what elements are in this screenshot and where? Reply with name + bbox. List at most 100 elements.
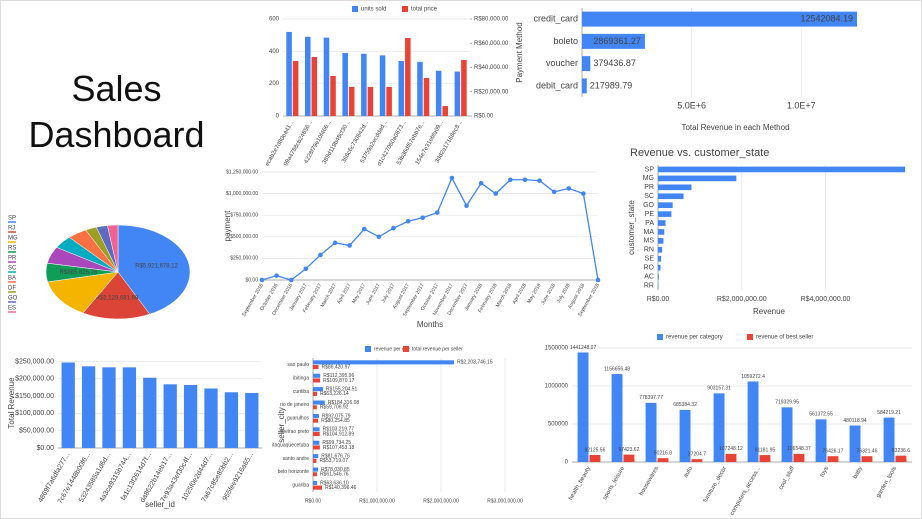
bar <box>61 362 75 448</box>
legend-label: revenue per category <box>666 335 723 341</box>
x-tick-label: R$0.00 <box>305 498 321 504</box>
bar <box>747 381 759 462</box>
data-label: 76426.17 <box>823 449 844 455</box>
point <box>551 189 557 195</box>
x-tick-label: auto <box>683 465 694 479</box>
y-tick-label: $200,000.00 <box>15 376 54 383</box>
bar <box>793 453 805 462</box>
y-tick-label: PA <box>645 220 654 227</box>
y-tick-label: voucher <box>546 58 578 68</box>
bar <box>330 75 336 116</box>
legend-swatch <box>747 334 753 340</box>
bar <box>313 365 319 370</box>
chart-title: Revenue vs. customer_state <box>630 147 769 159</box>
slice-label: R$885,826.76 <box>60 270 98 276</box>
data-label: 1156656.48 <box>604 366 630 372</box>
bar <box>361 53 367 116</box>
bar <box>658 202 673 209</box>
y-tick-label: debit_card <box>536 80 578 90</box>
y2-tick-label: R$40,000.00 <box>474 65 509 71</box>
bar <box>313 418 319 423</box>
x-tick-label: June 2018 <box>540 282 557 305</box>
bar <box>827 456 839 462</box>
bar <box>313 458 317 463</box>
data-label: R$107,453.18 <box>323 445 355 451</box>
x-tick-label: R$1,000,000.00 <box>359 498 395 504</box>
bar <box>313 445 320 450</box>
bar <box>582 56 591 72</box>
legend-label: RS <box>8 246 16 252</box>
data-label: R$63,636.10 <box>320 480 349 486</box>
x-axis-label: Revenue <box>753 307 786 316</box>
y-tick-label: ibitinga <box>293 375 309 381</box>
x-tick-label: R$2,000,000.00 <box>423 498 459 504</box>
bar <box>461 59 467 116</box>
point <box>595 277 601 283</box>
bar <box>311 56 318 116</box>
bar <box>582 33 645 49</box>
y-tick-label: credit_card <box>533 14 578 24</box>
data-label: 83236.6 <box>892 448 910 454</box>
legend-label: RJ <box>8 226 15 232</box>
x-tick-label: R$3,000,000.00 <box>487 498 523 504</box>
bar <box>645 402 657 462</box>
y-axis-label: payment <box>223 210 232 241</box>
bar <box>313 373 321 378</box>
data-label: 379436.87 <box>593 58 636 68</box>
legend-swatch <box>365 346 371 352</box>
bar <box>589 454 601 462</box>
data-label: R$78,030.85 <box>321 467 350 473</box>
point <box>288 277 294 283</box>
data-label: 92125.56 <box>585 447 606 453</box>
bar <box>658 264 661 271</box>
point <box>449 175 455 181</box>
y2-tick-label: R$0.00 <box>474 114 494 120</box>
y-tick-label: belo horizonte <box>278 469 310 475</box>
x-tick-label: garden_tools <box>876 466 899 499</box>
bar <box>313 454 319 459</box>
y-tick-label: $100,000.00 <box>15 410 54 417</box>
data-label: 719329.95 <box>775 400 799 406</box>
y-tick-label: $1,000,000.00 <box>226 191 258 197</box>
y-tick-label: $750,000.00 <box>230 213 258 219</box>
point <box>318 252 323 258</box>
x-tick-label: 5.0E+6 <box>677 100 706 110</box>
data-label: 217989.79 <box>590 80 633 90</box>
y-axis-label: customer_state <box>627 200 636 255</box>
y-tick-label: itaquaquecetuba <box>272 442 309 448</box>
bar <box>658 166 906 173</box>
bar <box>435 70 442 116</box>
data-label: 91181.95 <box>755 447 776 453</box>
y-tick-label: curitiba <box>293 389 309 395</box>
bar <box>204 388 218 448</box>
legend-label: ES <box>8 306 16 312</box>
data-label: 903157.31 <box>707 386 731 392</box>
x-tick-label: 1.0E+7 <box>787 100 816 110</box>
y-tick-label: guariba <box>292 483 309 489</box>
bar <box>305 36 311 116</box>
bar <box>658 273 659 280</box>
pie-slice <box>47 271 119 314</box>
x-tick-label: R$0.00 <box>647 296 670 303</box>
data-label: R$61,546.76 <box>320 472 349 478</box>
data-label: R$2,203,746.15 <box>457 360 493 366</box>
data-label: 561372.55 <box>809 412 833 418</box>
x-tick-label: baby <box>852 466 864 480</box>
bar <box>292 60 299 116</box>
y-tick-label: $150,000.00 <box>15 393 54 400</box>
bar <box>286 31 292 116</box>
y-tick-label: boleto <box>553 36 578 46</box>
legend-label: revenue of best seller <box>756 335 813 341</box>
x-axis-label: Months <box>417 320 443 329</box>
point <box>274 273 279 278</box>
bar <box>102 367 116 448</box>
point <box>420 215 425 221</box>
legend-label: DF <box>8 286 16 292</box>
bar <box>658 220 666 226</box>
data-label: R$81,676.76 <box>321 453 350 459</box>
legend-label: BA <box>8 276 16 282</box>
bar <box>623 454 635 462</box>
bar <box>348 86 355 116</box>
bar <box>417 61 423 116</box>
pie-slice <box>107 224 119 273</box>
